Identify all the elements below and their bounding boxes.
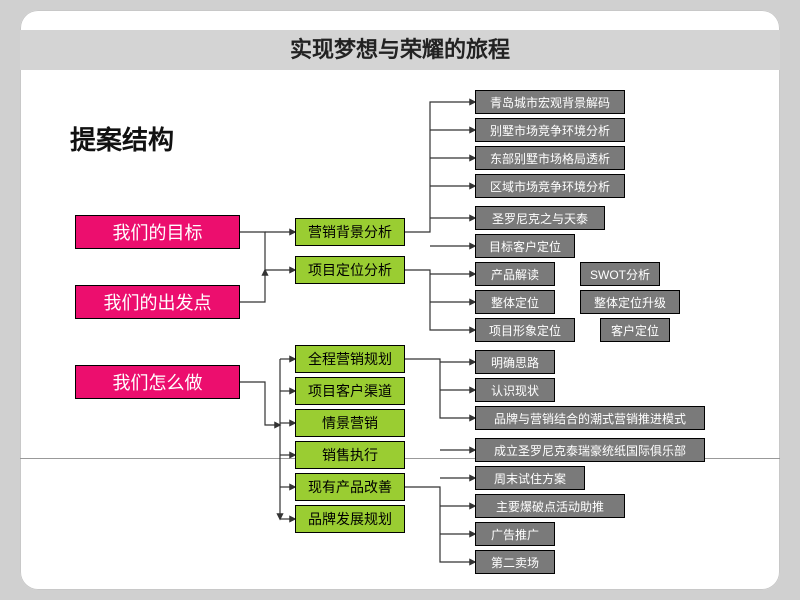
node-g4: 项目客户渠道 — [295, 377, 405, 405]
node-r3: 东部别墅市场格局透析 — [475, 146, 625, 170]
subtitle: 提案结构 — [70, 120, 174, 157]
title-bar: 实现梦想与荣耀的旅程 — [20, 30, 780, 70]
node-g2: 项目定位分析 — [295, 256, 405, 284]
node-r7b: SWOT分析 — [580, 262, 660, 286]
node-r9b: 客户定位 — [600, 318, 670, 342]
node-g1: 营销背景分析 — [295, 218, 405, 246]
node-r2: 别墅市场竞争环境分析 — [475, 118, 625, 142]
node-g8: 品牌发展规划 — [295, 505, 405, 533]
node-r8: 整体定位 — [475, 290, 555, 314]
node-r5: 圣罗尼克之与天泰 — [475, 206, 605, 230]
node-r7: 产品解读 — [475, 262, 555, 286]
slide: 实现梦想与荣耀的旅程 提案结构 我们的目标我们的出发点我们怎么做营销背景分析项目… — [20, 10, 780, 590]
node-r13: 成立圣罗尼克泰瑞豪统纸国际俱乐部 — [475, 438, 705, 462]
node-r1: 青岛城市宏观背景解码 — [475, 90, 625, 114]
node-r16: 广告推广 — [475, 522, 555, 546]
node-r10: 明确思路 — [475, 350, 555, 374]
node-g3: 全程营销规划 — [295, 345, 405, 373]
node-r9: 项目形象定位 — [475, 318, 575, 342]
node-r15: 主要爆破点活动助推 — [475, 494, 625, 518]
node-g5: 情景营销 — [295, 409, 405, 437]
node-r6: 目标客户定位 — [475, 234, 575, 258]
node-how: 我们怎么做 — [75, 365, 240, 399]
node-r14: 周末试住方案 — [475, 466, 585, 490]
node-goal: 我们的目标 — [75, 215, 240, 249]
slide-title: 实现梦想与荣耀的旅程 — [290, 37, 510, 62]
node-start: 我们的出发点 — [75, 285, 240, 319]
node-r17: 第二卖场 — [475, 550, 555, 574]
node-g7: 现有产品改善 — [295, 473, 405, 501]
node-g6: 销售执行 — [295, 441, 405, 469]
node-r11: 认识现状 — [475, 378, 555, 402]
node-r12: 品牌与营销结合的潮式营销推进模式 — [475, 406, 705, 430]
node-r4: 区域市场竞争环境分析 — [475, 174, 625, 198]
node-r8b: 整体定位升级 — [580, 290, 680, 314]
